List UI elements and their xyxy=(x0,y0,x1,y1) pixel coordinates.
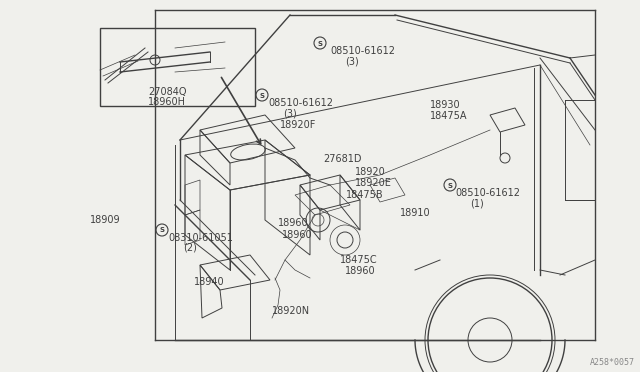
Text: (1): (1) xyxy=(470,198,484,208)
Text: 18909: 18909 xyxy=(90,215,120,225)
Text: 18475A: 18475A xyxy=(430,111,467,121)
Text: 18960: 18960 xyxy=(278,218,308,228)
Text: 18920N: 18920N xyxy=(272,306,310,316)
Text: 08510-61612: 08510-61612 xyxy=(330,46,395,56)
Text: S: S xyxy=(317,41,323,46)
Text: 18940: 18940 xyxy=(194,277,225,287)
Text: (2): (2) xyxy=(183,243,197,253)
Text: (3): (3) xyxy=(283,108,297,118)
Bar xyxy=(100,28,255,106)
Text: 18920E: 18920E xyxy=(355,178,392,188)
Text: 18930: 18930 xyxy=(430,100,461,110)
Text: 18960: 18960 xyxy=(282,230,312,240)
Text: 27681D: 27681D xyxy=(323,154,362,164)
Text: (3): (3) xyxy=(345,56,359,66)
Text: S: S xyxy=(159,228,164,234)
Text: 08310-61051: 08310-61051 xyxy=(168,233,233,243)
Text: 08510-61612: 08510-61612 xyxy=(455,188,520,198)
Text: S: S xyxy=(447,183,452,189)
Text: 18475C: 18475C xyxy=(340,255,378,265)
Text: A258*0057: A258*0057 xyxy=(590,358,635,367)
Text: 18910: 18910 xyxy=(400,208,431,218)
Text: 18960: 18960 xyxy=(345,266,376,276)
Text: S: S xyxy=(259,93,264,99)
Text: 27084Q: 27084Q xyxy=(148,87,186,97)
Text: 18960H: 18960H xyxy=(148,97,186,107)
Text: 18920F: 18920F xyxy=(280,120,316,130)
Text: 18920: 18920 xyxy=(355,167,386,177)
Text: 18475B: 18475B xyxy=(346,190,383,200)
Text: 08510-61612: 08510-61612 xyxy=(268,98,333,108)
